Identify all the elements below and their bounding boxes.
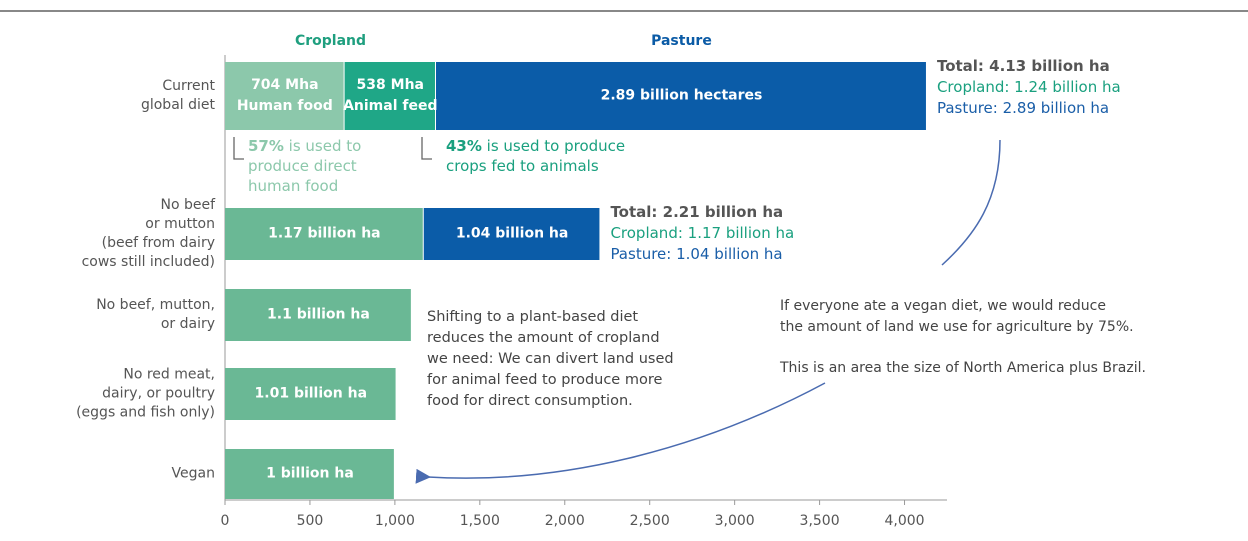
category-label: No red meat, dairy, or poultry (eggs and… <box>76 366 215 421</box>
category-label: No beef or mutton (beef from dairy cows … <box>81 197 215 270</box>
note-text: is used to produce direct human food <box>248 137 362 195</box>
callout-arrow <box>415 382 826 484</box>
x-tick-label: 3,500 <box>799 513 840 529</box>
bar-segment <box>225 62 344 130</box>
total-pasture: Pasture: 2.89 billion ha <box>936 99 1110 117</box>
bar-segment <box>225 449 394 499</box>
note-bold: 57% <box>248 137 284 155</box>
bracket <box>233 137 244 160</box>
bar-segment <box>435 62 926 130</box>
bracket <box>421 137 432 160</box>
x-tick-label: 3,000 <box>714 513 755 529</box>
value-label: 1.04 billion ha <box>455 225 569 242</box>
total-label: Total: 2.21 billion ha <box>610 203 784 221</box>
callout-text: This is an area the size of North Americ… <box>780 360 1146 376</box>
note-text: is used to produce crops fed to animals <box>446 137 626 175</box>
x-tick-label: 0 <box>220 513 230 529</box>
category-label: No beef, mutton, or dairy <box>96 297 215 332</box>
value-label: 704 Mha Human food <box>236 77 333 114</box>
value-label: 538 Mha Animal feed <box>343 77 438 114</box>
x-tick-label: 4,000 <box>884 513 925 529</box>
header-cropland: Cropland <box>294 33 367 49</box>
callout-text: If everyone ate a vegan diet, we would r… <box>780 298 1134 335</box>
total-cropland: Cropland: 1.24 billion ha <box>936 78 1121 96</box>
bar-segment <box>225 289 411 341</box>
bar-segment <box>225 368 396 420</box>
total-cropland: Cropland: 1.17 billion ha <box>610 224 795 242</box>
category-label: Current global diet <box>140 78 215 113</box>
value-label: 1.01 billion ha <box>254 385 368 402</box>
x-tick-label: 2,000 <box>544 513 585 529</box>
total-pasture: Pasture: 1.04 billion ha <box>610 245 783 263</box>
x-tick-label: 2,500 <box>629 513 670 529</box>
x-tick-label: 500 <box>296 513 324 529</box>
value-label: 2.89 billion hectares <box>600 87 763 104</box>
bar-segment <box>344 62 435 130</box>
total-box: Total: 2.21 billion ha Cropland: 1.17 bil… <box>610 202 794 265</box>
value-label: 1.17 billion ha <box>268 225 381 242</box>
x-tick-label: 1,000 <box>374 513 415 529</box>
bar-segment <box>423 208 600 260</box>
header-pasture: Pasture <box>651 33 712 49</box>
note: 43% is used to produce crops fed to anim… <box>446 136 625 176</box>
callout-line <box>941 139 1001 266</box>
x-tick-label: 1,500 <box>459 513 500 529</box>
note: 57% is used to produce direct human food <box>248 136 361 196</box>
note-bold: 43% <box>446 137 482 155</box>
total-box: Total: 4.13 billion ha Cropland: 1.24 bil… <box>937 56 1121 119</box>
value-label: 1.1 billion ha <box>267 306 370 323</box>
value-label: 1 billion ha <box>266 465 354 482</box>
bar-segment <box>225 208 423 260</box>
total-label: Total: 4.13 billion ha <box>936 57 1110 75</box>
middle-text: Shifting to a plant-based diet reduces t… <box>427 309 674 409</box>
category-label: Vegan <box>171 465 215 482</box>
